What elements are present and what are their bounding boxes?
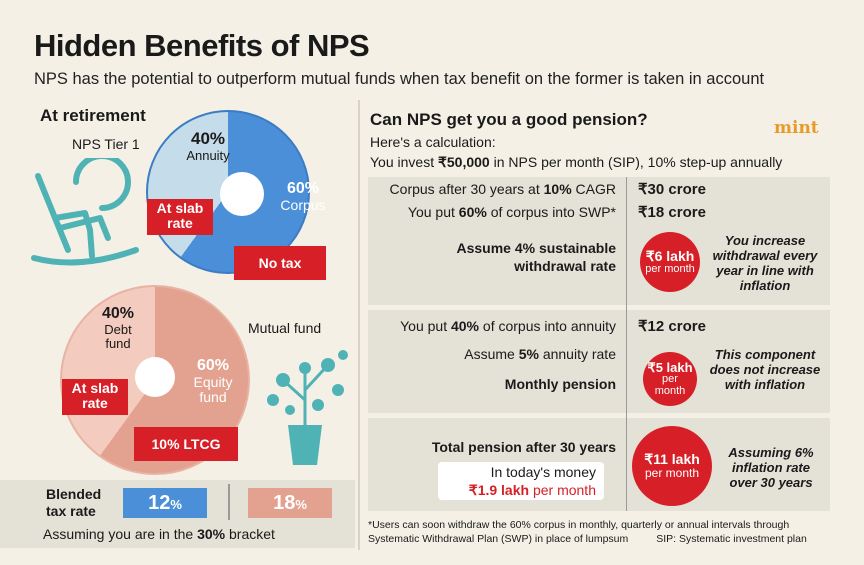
rate-value: 18 [273, 492, 296, 514]
annuity-tax-tag: At slab rate [147, 199, 213, 235]
divider [228, 484, 230, 520]
rate-value: 12 [148, 492, 171, 514]
amount: ₹5 lakh [647, 359, 693, 375]
pie-hole [220, 172, 264, 216]
row-corpus: Corpus after 30 years at 10% CAGR [370, 181, 616, 197]
total-note: Assuming 6% inflation rate over 30 years [728, 445, 814, 490]
corpus-value: ₹30 crore [638, 181, 706, 198]
pie-hole [135, 357, 175, 397]
amount: ₹11 lakh [644, 451, 700, 468]
t: Assume [464, 346, 519, 362]
equity-label: Equity [193, 373, 233, 390]
per: per month [645, 262, 695, 275]
rate-unit: % [295, 497, 307, 512]
t: CAGR [571, 181, 616, 197]
tag-line: rate [82, 395, 108, 412]
table-divider [626, 177, 627, 511]
t: Corpus after 30 years at [389, 181, 544, 197]
b: 5% [518, 346, 539, 362]
equity-pct: 60% [196, 357, 230, 374]
total-label: Total pension after 30 years [431, 439, 616, 455]
swp-panel [368, 177, 830, 305]
annuity-panel [368, 310, 830, 413]
blended-label: Blended tax rate [46, 486, 101, 520]
bold: ₹50,000 [437, 154, 490, 170]
corpus-label: Corpus [280, 196, 326, 213]
per: month [654, 384, 686, 397]
column-divider [358, 100, 360, 550]
intro: Here's a calculation: [370, 134, 496, 150]
debt-tax-tag: At slab rate [62, 379, 128, 415]
corpus-pct: 60% [286, 180, 320, 197]
tag-line: At slab [71, 380, 119, 396]
rate-unit: % [170, 497, 182, 512]
footnote: *Users can soon withdraw the 60% corpus … [368, 518, 807, 546]
debt-label: fund [105, 335, 131, 351]
l: Assume 4% sustainable [456, 240, 616, 256]
mint-logo: mint [774, 118, 819, 138]
equity-tax-tag: 10% LTCG [134, 427, 238, 461]
annuity-pct: 40% [190, 129, 226, 148]
swp-label: Assume 4% sustainable withdrawal rate [400, 240, 616, 275]
t: of corpus into annuity [479, 318, 616, 334]
amount: ₹6 lakh [645, 247, 695, 264]
annuity-note: This component does not increase with in… [709, 347, 821, 392]
t: annuity rate [538, 346, 616, 362]
total-amount-circle: ₹11 lakh per month [632, 426, 712, 506]
sip-note: SIP: Systematic investment plan [656, 533, 807, 546]
left-heading: At retirement [40, 106, 146, 125]
swp-note: You increase withdrawal every year in li… [712, 233, 818, 293]
row-annuity-rate: Assume 5% annuity rate [370, 346, 616, 362]
t: You put [400, 318, 451, 334]
swp-amount-circle: ₹6 lakh per month [640, 232, 700, 292]
annuity-label: Annuity [186, 147, 230, 163]
per: per month [644, 466, 700, 481]
today-label: In today's money [490, 464, 596, 480]
footnote-line: *Users can soon withdraw the 60% corpus … [368, 519, 790, 531]
mf-label: Mutual fund [248, 320, 322, 336]
t: You put [407, 204, 459, 220]
annuity-value: ₹12 crore [638, 318, 706, 335]
t: of corpus into SWP* [486, 204, 616, 220]
per: per [662, 373, 678, 386]
note-text: bracket [225, 526, 275, 542]
tag-line: rate [167, 215, 193, 232]
monthly-pension-label: Monthly pension [504, 376, 616, 392]
invest-line: You invest ₹50,000 in NPS per month (SIP… [370, 154, 782, 171]
mf-blended-rate: 18% [248, 488, 332, 518]
page-title: Hidden Benefits of NPS [34, 28, 370, 63]
debt-pct: 40% [101, 305, 135, 322]
b: 60% [458, 204, 487, 220]
text: in NPS per month (SIP), 10% step-up annu… [489, 154, 783, 170]
row-annuity: You put 40% of corpus into annuity [370, 318, 616, 334]
equity-label: fund [199, 388, 227, 405]
annuity-amount-circle: ₹5 lakh per month [643, 352, 697, 406]
nps-label: NPS Tier 1 [72, 136, 140, 152]
swp-value: ₹18 crore [638, 204, 706, 221]
footnote-line: Systematic Withdrawal Plan (SWP) in plac… [368, 533, 629, 546]
tag-line: At slab [156, 200, 204, 216]
b: 10% [543, 181, 572, 197]
rocking-chair-icon [31, 158, 139, 266]
label-line: tax rate [46, 502, 96, 519]
note-text: Assuming you are in the [43, 526, 198, 542]
right-heading: Can NPS get you a good pension? [370, 110, 648, 129]
label-line: Blended [46, 486, 102, 502]
money-plant-icon [267, 350, 348, 465]
subtitle: NPS has the potential to outperform mutu… [34, 70, 765, 88]
corpus-tax-tag: No tax [234, 246, 326, 280]
todays-money-box: In today's money ₹1.9 lakh per month [438, 462, 604, 500]
nps-blended-rate: 12% [123, 488, 207, 518]
row-swp: You put 60% of corpus into SWP* [370, 204, 616, 220]
today-amount: ₹1.9 lakh [468, 481, 530, 498]
l: withdrawal rate [514, 257, 616, 274]
debt-label: Debt [104, 321, 132, 337]
today-per: per month [529, 481, 596, 498]
note-bold: 30% [197, 526, 226, 542]
text: You invest [370, 154, 438, 170]
b: 40% [450, 318, 480, 334]
bracket-note: Assuming you are in the 30% bracket [43, 526, 275, 542]
